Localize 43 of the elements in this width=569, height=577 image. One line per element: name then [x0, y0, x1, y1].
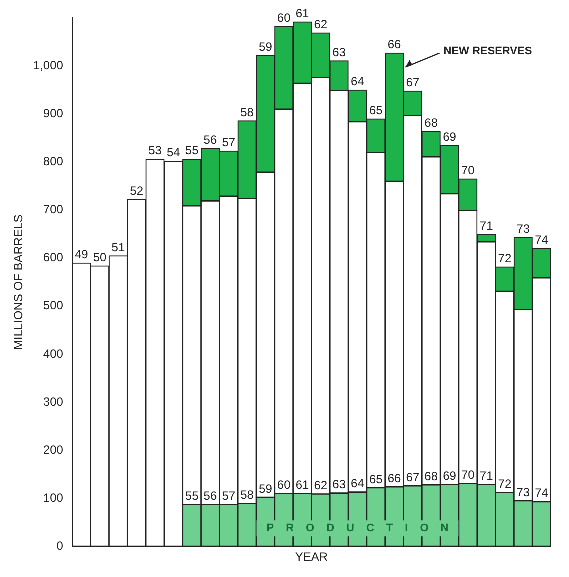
x-tick-label: 61	[296, 478, 310, 492]
category-label: 56	[204, 489, 218, 504]
x-tick-label: 50	[93, 250, 108, 264]
y-tick-label: 1,000	[33, 58, 64, 73]
y-tick-label: 100	[43, 490, 64, 505]
category-label: 62	[314, 17, 328, 32]
category-label: 59	[259, 40, 272, 54]
y-axis-title: MILLIONS OF BARRELS	[12, 214, 26, 350]
x-tick-label: 51	[112, 240, 126, 254]
x-tick-label: 60	[277, 478, 292, 492]
category-label: 58	[240, 488, 254, 502]
y-tick-label: 600	[43, 250, 64, 265]
x-tick-label: 59	[259, 482, 273, 496]
x-tick-label: 54	[166, 146, 181, 160]
y-tick-label: 300	[43, 394, 64, 409]
x-tick-label: 63	[332, 478, 346, 492]
x-tick-label: 52	[130, 184, 144, 198]
text: NEW RESERVES	[444, 45, 532, 58]
category-label: 63	[332, 45, 346, 60]
y-tick-label: 700	[43, 202, 64, 217]
y-tick-label: 200	[43, 442, 64, 457]
y-tick-label: 800	[43, 154, 64, 169]
x-tick-label: 72	[498, 477, 512, 492]
y-tick-label: 500	[43, 298, 64, 313]
x-tick-label: 57	[222, 136, 236, 150]
category-label: 57	[222, 489, 236, 504]
category-label: 55	[185, 489, 199, 504]
category-label: 64	[351, 74, 364, 89]
category-label: 60	[277, 11, 291, 26]
x-tick-label: 55	[185, 144, 200, 158]
x-tick-label: 69	[443, 130, 457, 144]
category-label: 61	[296, 6, 310, 20]
x-tick-label: 49	[74, 248, 89, 262]
category-label: 70	[461, 468, 475, 482]
x-tick-label: 53	[148, 144, 162, 158]
series-label: PRODUCTION	[266, 522, 461, 535]
x-tick-label: 56	[204, 133, 218, 148]
x-tick-label: 62	[314, 478, 328, 493]
y-tick-label: 900	[43, 106, 64, 121]
y-tick-label: 400	[43, 346, 64, 361]
x-axis-title: YEAR	[295, 550, 328, 564]
y-tick-label: 0	[56, 538, 64, 553]
x-tick-label: 64	[351, 476, 365, 491]
